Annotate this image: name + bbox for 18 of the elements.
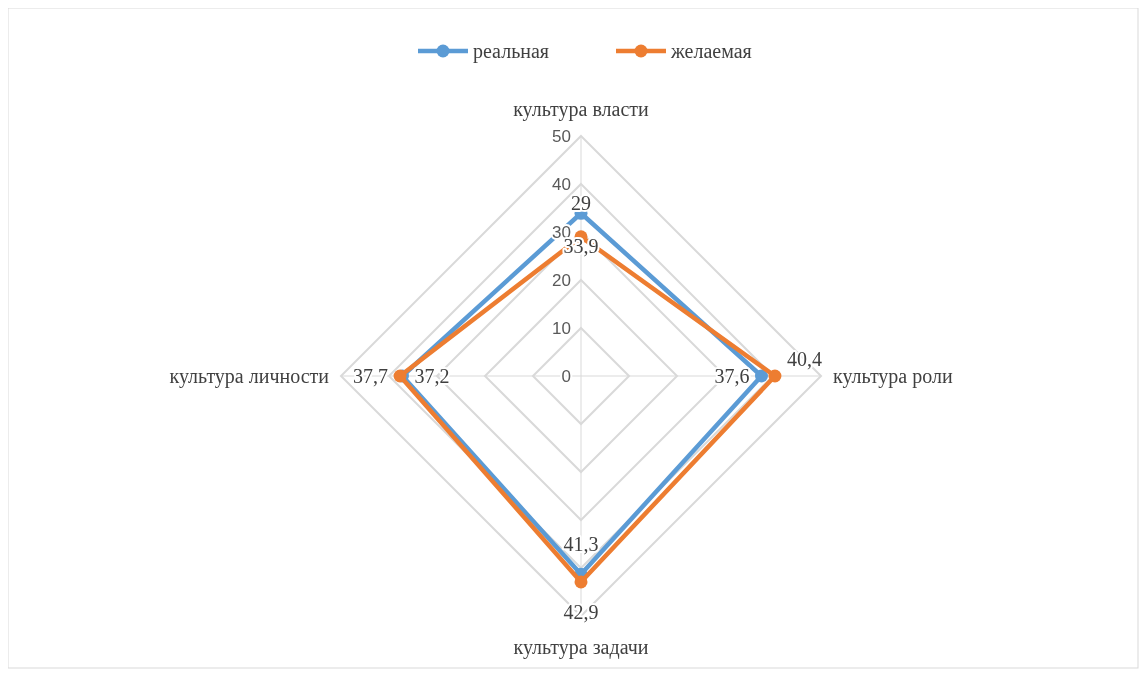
data-label: 37,6 [714,365,750,387]
legend-label: желаемая [670,40,752,62]
spoke-label: культура задачи [513,636,649,659]
spoke-label: культура роли [833,365,953,388]
y-tick-label: 50 [552,127,571,146]
data-label: 37,2 [414,365,450,387]
y-tick-label: 40 [552,175,571,194]
data-label: 41,3 [563,533,599,556]
spoke-label: культура власти [513,98,650,121]
data-label: 37,7 [353,365,389,387]
y-tick-label: 20 [552,271,571,290]
spoke-label: культура личности [169,365,330,388]
data-label: 42,9 [563,600,599,623]
y-tick-label: 10 [552,319,571,338]
legend-label: реальная [473,40,550,63]
data-label: 29 [571,191,591,214]
y-tick-label: 0 [561,367,571,386]
data-label: 40,4 [786,348,822,370]
